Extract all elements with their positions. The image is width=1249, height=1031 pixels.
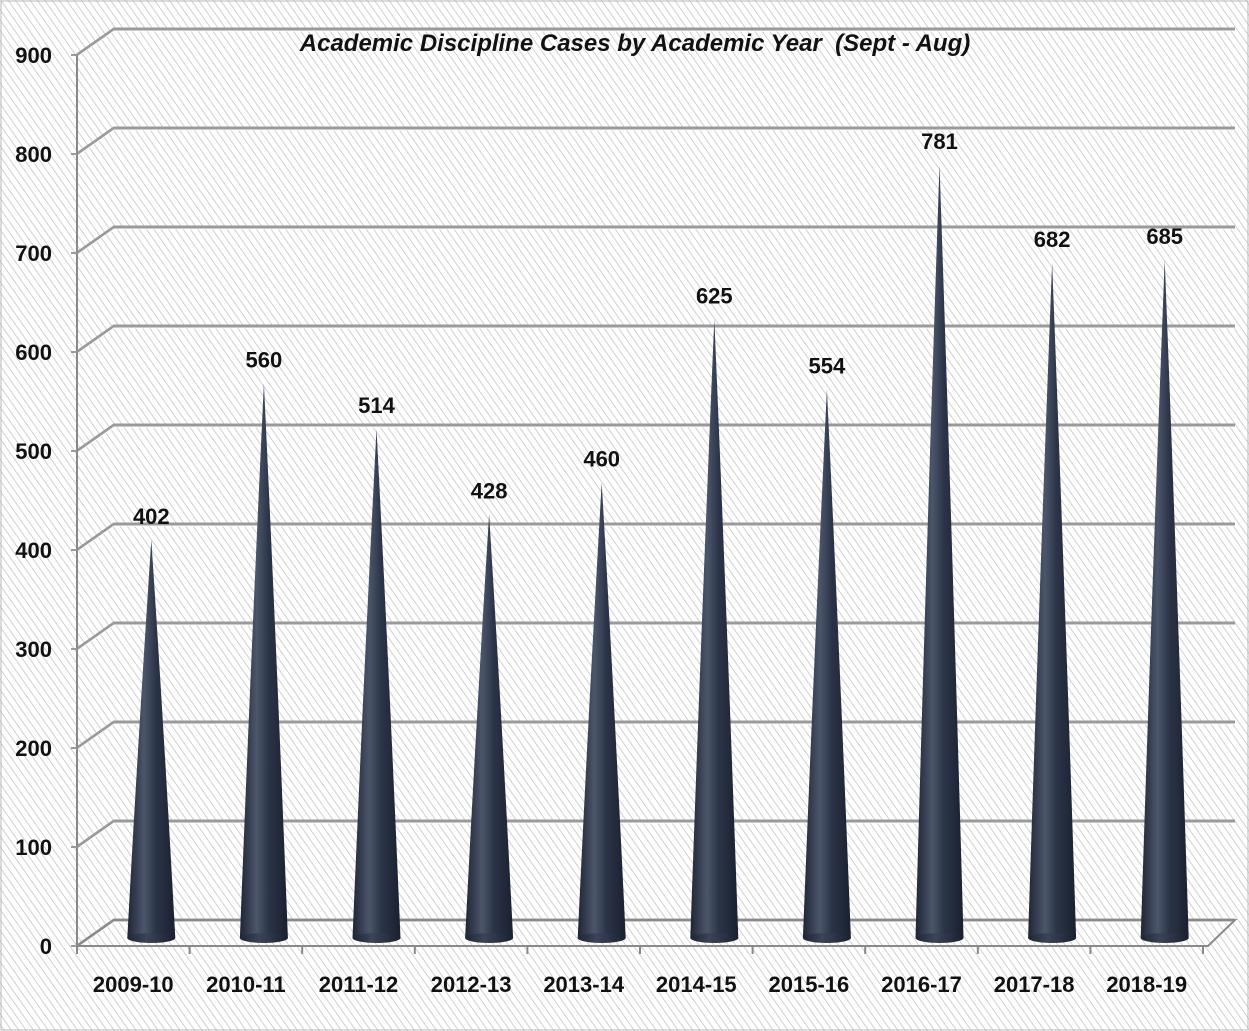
y-tick-label: 100	[15, 835, 52, 860]
gridline-highlight	[76, 525, 1235, 553]
x-tick-label: 2011-12	[319, 972, 399, 997]
gridline-highlight	[76, 723, 1235, 751]
y-tick-label: 900	[15, 43, 52, 68]
chart-floor	[73, 919, 1238, 947]
bar-cone	[127, 540, 176, 943]
x-tick-label: 2013-14	[543, 972, 625, 997]
bar-cone-base	[802, 933, 851, 943]
gridline-highlight	[76, 921, 1235, 949]
bar-cone-body	[690, 319, 739, 938]
bar-cone-body	[352, 429, 401, 938]
gridline-highlight	[76, 327, 1235, 355]
gridline	[76, 324, 1235, 354]
bar-cone	[1028, 262, 1077, 943]
data-label: 460	[583, 447, 620, 472]
y-tick-label: 200	[15, 736, 52, 761]
bar-cone-base	[352, 933, 401, 943]
data-label: 625	[696, 283, 733, 308]
gridline-highlight	[76, 624, 1235, 652]
x-tick-label: 2017-18	[994, 972, 1075, 997]
y-tick-label: 300	[15, 637, 52, 662]
bar-cone-base	[465, 933, 514, 943]
y-tick-label: 600	[15, 340, 52, 365]
gridline-highlight	[76, 426, 1235, 454]
bar-cone	[577, 482, 626, 943]
x-tick-label: 2012-13	[431, 972, 512, 997]
data-label: 781	[921, 129, 958, 154]
y-axis-ticks: 0 100 200 300 400 500 600 700 800 900	[15, 43, 77, 959]
y-tick-label: 800	[15, 142, 52, 167]
bar-cone	[690, 319, 739, 943]
bar-cone-base	[1140, 933, 1189, 943]
x-tick-label: 2009-10	[93, 972, 174, 997]
gridline	[76, 225, 1235, 255]
bar-cone-body	[127, 540, 176, 938]
x-tick-label: 2010-11	[206, 972, 286, 997]
x-tick-label: 2018-19	[1106, 972, 1187, 997]
x-tick-label: 2016-17	[881, 972, 962, 997]
bar-cone-body	[1028, 262, 1077, 938]
bar-cone	[802, 389, 851, 943]
gridline	[76, 522, 1235, 552]
grid-layer	[73, 27, 1238, 949]
gridline	[76, 720, 1235, 750]
gridline	[76, 819, 1235, 849]
bar-cone-base	[577, 933, 626, 943]
gridline	[76, 27, 1235, 57]
x-tick-label: 2015-16	[769, 972, 850, 997]
bar-cone-base	[127, 933, 176, 943]
bar-cone-base	[239, 933, 288, 943]
bar-cone	[239, 383, 288, 943]
y-tick-label: 700	[15, 241, 52, 266]
bar-cone-base	[690, 933, 739, 943]
y-tick-label: 0	[40, 934, 52, 959]
gridline-highlight	[76, 129, 1235, 157]
gridline	[76, 423, 1235, 453]
y-tick-label: 500	[15, 439, 52, 464]
bar-cone-body	[802, 389, 851, 938]
gridline-highlight	[76, 822, 1235, 850]
gridline-highlight	[76, 228, 1235, 256]
data-label: 560	[246, 348, 283, 373]
data-label-layer: 402 560 514 428 460 625 554 781 682 685	[133, 129, 1183, 529]
gridline	[76, 621, 1235, 651]
bar-cone-body	[1140, 259, 1189, 939]
data-label: 402	[133, 504, 170, 529]
y-tick-label: 400	[15, 538, 52, 563]
bar-cone-base	[1028, 933, 1077, 943]
data-label: 428	[471, 478, 508, 503]
x-axis-ticks: 2009-10 2010-11 2011-12 2012-13 2013-14 2014-…	[76, 946, 1204, 997]
chart-title: Academic Discipline Cases by Academic Ye…	[299, 30, 970, 57]
bar-layer	[127, 164, 1189, 943]
data-label: 685	[1146, 224, 1183, 249]
bar-cone-body	[239, 383, 288, 939]
gridline-highlight	[76, 30, 1235, 58]
bar-cone	[465, 514, 514, 943]
data-label: 514	[358, 393, 395, 418]
bar-cone	[1140, 259, 1189, 943]
x-tick-label: 2014-15	[656, 972, 737, 997]
data-label: 682	[1034, 227, 1071, 252]
gridline	[76, 126, 1235, 156]
data-label: 554	[809, 354, 846, 379]
bar-cone-body	[915, 164, 964, 938]
bar-cone-body	[577, 482, 626, 938]
bar-cone	[352, 429, 401, 943]
bar-cone-body	[465, 514, 514, 938]
bar-cone-base	[915, 933, 964, 943]
bar-cone	[915, 164, 964, 943]
